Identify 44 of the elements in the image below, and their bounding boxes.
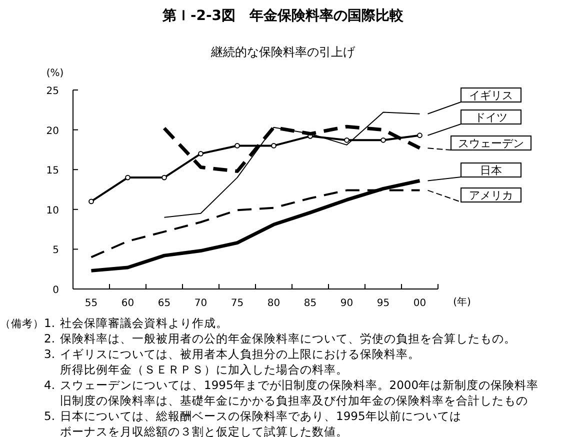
y-tick-label: 0: [52, 285, 59, 296]
x-tick-label: 60: [121, 298, 134, 309]
x-tick-label: 00: [413, 298, 426, 309]
x-tick-label: 85: [304, 298, 317, 309]
text: 5. 日本については、総報酬ベースの保険料率であり、1995年以前については: [44, 409, 462, 423]
text: 日本: [480, 164, 502, 177]
point: [88, 198, 94, 204]
y-tick-label: 5: [52, 245, 59, 256]
text: 4. スウェーデンについては、1995年までが旧制度の保険料率。2000年は新制度の保険料率: [44, 378, 539, 392]
line-series: [90, 178, 422, 272]
y-tick-label: 25: [46, 86, 59, 97]
text: 3. イギリスについては、被用者本人負担分の上限における保険料率。: [44, 347, 420, 361]
x-tick-label: 70: [194, 298, 208, 309]
text: イギリス: [469, 89, 513, 102]
point: [344, 137, 350, 143]
x-tick-label: 95: [376, 298, 390, 309]
y-tick-label: 10: [46, 205, 59, 216]
text: （備考）: [0, 317, 44, 330]
point: [234, 143, 240, 148]
chart-title: 第Ｉ-2-3図 年金保険料率の国際比較: [161, 7, 405, 24]
y-tick-label: 20: [46, 126, 59, 137]
x-tick-label: 90: [340, 298, 354, 309]
アメリカ: アメリカ: [90, 189, 513, 258]
y-axis-title: (%): [46, 68, 64, 79]
point: [162, 174, 167, 180]
text: 1. 社会保障審議会資料より作成。: [44, 316, 228, 330]
point: [380, 137, 386, 143]
x-tick-label: 55: [84, 298, 98, 309]
text: 旧制度の保険料率は、基礎年金にかかる負担率及び付加年金の保険料率を合計したもの: [60, 394, 528, 408]
point: [417, 132, 422, 138]
point: [198, 150, 204, 156]
text: 2. 保険料率は、一般被用者の公的年金保険料率について、労使の負担を合算したもの。: [44, 332, 516, 346]
x-axis-title: (年): [453, 296, 471, 308]
y-tick-label: 15: [46, 166, 59, 177]
x-tick-label: 80: [267, 298, 280, 309]
x-tick-label: 65: [158, 298, 171, 309]
legend-label: スウェーデン: [458, 137, 524, 150]
legend-label: アメリカ: [469, 189, 513, 202]
x-tick-label: 75: [230, 298, 244, 309]
chart-subtitle: 継続的な保険料率の引上げ: [210, 45, 356, 59]
point: [271, 143, 276, 148]
point: [125, 174, 130, 180]
text: 所得比例年金（ＳＥＲＰＳ）に加入した場合の料率。: [60, 362, 348, 376]
text: ドイツ: [474, 111, 508, 124]
